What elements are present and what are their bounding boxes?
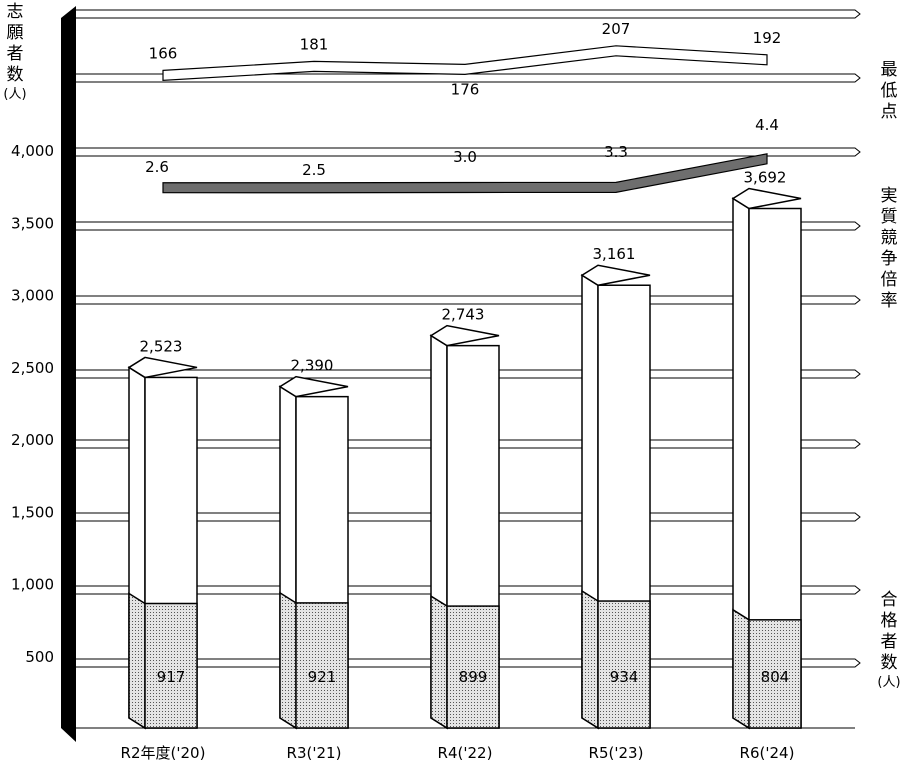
left-axis-title-char: 者 (6, 44, 24, 64)
left-axis-title-char: 数 (6, 65, 24, 85)
min-score-label: 192 (753, 29, 782, 47)
bar-applicants-label: 2,523 (140, 337, 183, 355)
bar-passers-side (430, 594, 448, 730)
y-tick-label: 3,500 (11, 214, 54, 232)
ratio-label-char: 実 (880, 186, 898, 206)
x-tick-label: R2年度('20) (121, 744, 206, 762)
gridline (76, 73, 861, 83)
min-score-label: 最 低 点 (874, 60, 904, 123)
x-tick-label: R5('23) (589, 744, 644, 762)
bar-applicants-label: 2,743 (442, 306, 485, 324)
y-tick-label: 2,000 (11, 431, 54, 449)
left-axis-title-char: 志 (6, 2, 24, 22)
passers-label-char: 者 (880, 632, 898, 652)
bar-passers-side (279, 591, 297, 730)
bar-passers-side (581, 589, 599, 730)
passers-label-char: 数 (880, 653, 898, 673)
min-score-line (162, 45, 768, 82)
ratio-line (162, 153, 768, 194)
min-score-label: 181 (300, 35, 329, 53)
bars (127, 187, 802, 730)
min-score-label-char: 最 (880, 60, 898, 80)
bar-passers-label: 917 (157, 668, 186, 686)
lines (162, 45, 768, 194)
bar-passers-side (128, 592, 146, 730)
bar-passers (748, 619, 802, 729)
min-score-label-char: 点 (880, 102, 898, 122)
y-tick-label: 1,000 (11, 576, 54, 594)
y-tick-label: 1,500 (11, 503, 54, 521)
y-tick-label: 500 (25, 648, 54, 666)
bar-applicants-label: 2,390 (291, 357, 334, 375)
bar-applicants-label: 3,692 (744, 169, 787, 187)
passers-label: 合 格 者 数 (人) (874, 590, 904, 691)
ratio-label-char: 質 (880, 207, 898, 227)
ratio-label: 2.5 (302, 161, 326, 179)
bar-applicants-label: 3,161 (593, 245, 636, 263)
ratio-label-char: 争 (880, 249, 898, 269)
bar-passers-label: 899 (459, 668, 488, 686)
gridline (76, 147, 861, 157)
ratio-label: 3.3 (604, 143, 628, 161)
bar-top (429, 324, 500, 347)
gridline (76, 221, 861, 231)
passers-unit: (人) (877, 675, 901, 690)
y-tick-label: 2,500 (11, 359, 54, 377)
y-tick-label: 4,000 (11, 142, 54, 160)
bar-passers-label: 921 (308, 668, 337, 686)
min-score-label-char: 低 (880, 81, 898, 101)
min-score-label: 207 (602, 20, 631, 38)
ratio-label-char: 倍 (880, 270, 898, 290)
bar-top (278, 375, 349, 398)
ratio-label: 3.0 (453, 148, 477, 166)
bar-top (127, 356, 198, 379)
bar-passers-label: 804 (761, 668, 790, 686)
axis-bar (61, 6, 76, 742)
ratio-label-char: 競 (880, 228, 898, 248)
bar-passers (295, 602, 349, 729)
left-axis-title: 志 願 者 数 (人) (2, 2, 28, 103)
min-score-label: 176 (451, 80, 480, 98)
x-tick-label: R4('22) (438, 744, 493, 762)
gridline (76, 9, 861, 19)
left-axis-title-char: 願 (6, 23, 24, 43)
passers-label-char: 格 (880, 611, 898, 631)
ratio-label: 2.6 (145, 158, 169, 176)
ratio-label: 4.4 (755, 116, 779, 134)
x-tick-label: R3('21) (287, 744, 342, 762)
y-axis: 500 1,000 1,500 2,000 2,500 3,000 3,500 4,000 (11, 6, 76, 742)
bar-passers-side (732, 608, 750, 730)
passers-label-char: 合 (880, 590, 898, 610)
min-score-label: 166 (149, 44, 178, 62)
bar-passers-label: 934 (610, 668, 639, 686)
bar-passers (144, 602, 198, 729)
left-axis-unit: (人) (3, 87, 27, 102)
ratio-label: 実 質 競 争 倍 率 (874, 186, 904, 312)
bar-passers (597, 600, 651, 729)
bar-top (580, 264, 651, 287)
y-tick-label: 3,000 (11, 287, 54, 305)
bar-top (731, 187, 802, 210)
x-tick-label: R6('24) (740, 744, 795, 762)
labels: 917 2,523 R2年度('20) 921 2,390 R3('21) 899 2,743… (121, 20, 795, 762)
ratio-label-char: 率 (880, 291, 898, 311)
bar-passers (446, 605, 500, 729)
